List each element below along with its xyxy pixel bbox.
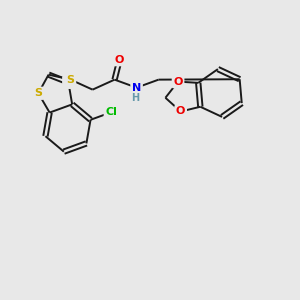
- Text: O: O: [176, 106, 185, 116]
- Text: N: N: [132, 82, 141, 93]
- Text: Cl: Cl: [105, 107, 117, 117]
- Text: H: H: [131, 93, 140, 103]
- Text: S: S: [34, 88, 42, 98]
- Text: O: O: [173, 76, 183, 87]
- Text: N: N: [64, 77, 73, 87]
- Text: O: O: [115, 55, 124, 64]
- Text: S: S: [67, 75, 75, 85]
